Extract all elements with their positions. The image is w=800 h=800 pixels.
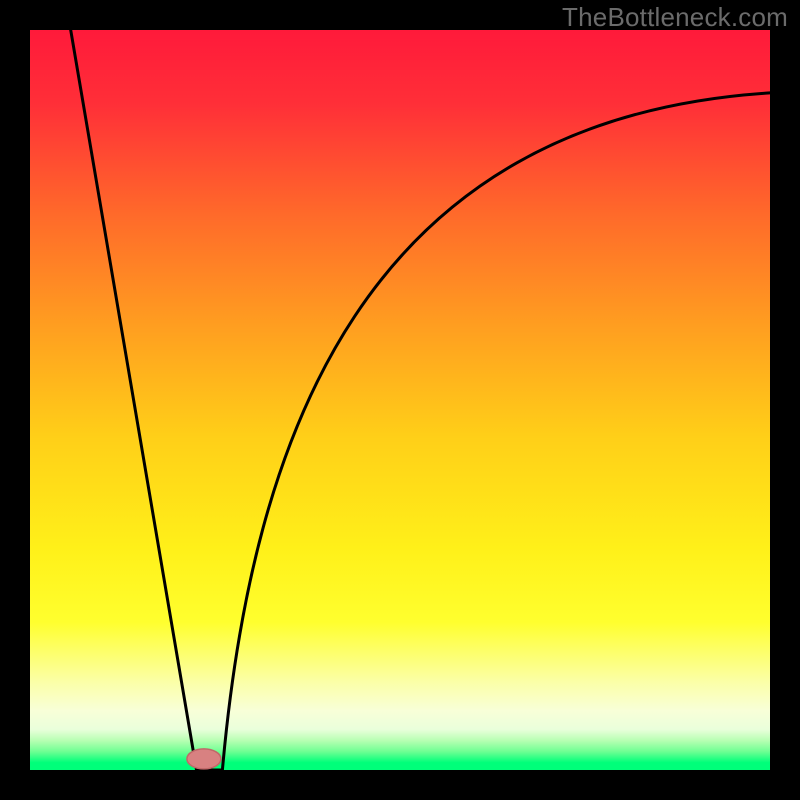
- chart-container: { "watermark": "TheBottleneck.com", "cha…: [0, 0, 800, 800]
- watermark-text: TheBottleneck.com: [562, 2, 788, 33]
- chart-background: [30, 30, 770, 770]
- bottleneck-chart: [0, 0, 800, 800]
- optimal-point-marker: [187, 749, 221, 769]
